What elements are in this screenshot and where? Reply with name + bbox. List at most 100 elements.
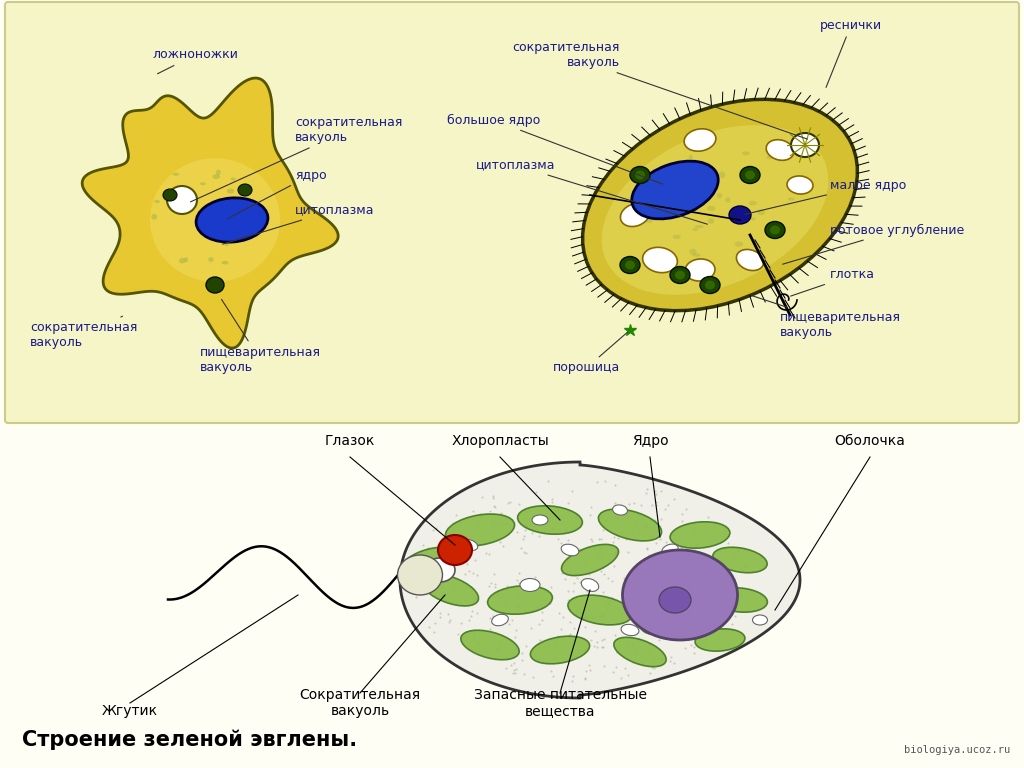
Text: Хлоропласты: Хлоропласты xyxy=(452,434,549,448)
Ellipse shape xyxy=(695,629,744,651)
Ellipse shape xyxy=(765,221,785,239)
Ellipse shape xyxy=(487,586,552,614)
Ellipse shape xyxy=(561,545,618,575)
Text: Оболочка: Оболочка xyxy=(835,434,905,448)
Ellipse shape xyxy=(155,200,160,204)
Ellipse shape xyxy=(462,540,478,551)
Ellipse shape xyxy=(791,133,819,157)
Ellipse shape xyxy=(689,191,697,197)
Ellipse shape xyxy=(219,230,226,233)
Ellipse shape xyxy=(659,587,691,613)
Ellipse shape xyxy=(532,515,548,525)
Ellipse shape xyxy=(561,545,579,556)
Ellipse shape xyxy=(196,198,268,242)
Ellipse shape xyxy=(204,218,209,223)
Ellipse shape xyxy=(787,176,813,194)
Ellipse shape xyxy=(530,636,590,664)
Ellipse shape xyxy=(397,555,442,595)
Text: глотка: глотка xyxy=(791,269,874,296)
Ellipse shape xyxy=(729,206,751,224)
Ellipse shape xyxy=(403,548,457,573)
Ellipse shape xyxy=(645,217,653,223)
Ellipse shape xyxy=(216,170,221,175)
Polygon shape xyxy=(82,78,338,348)
Ellipse shape xyxy=(622,624,639,636)
Ellipse shape xyxy=(719,171,725,178)
Ellipse shape xyxy=(173,173,179,176)
FancyBboxPatch shape xyxy=(5,2,1019,423)
Ellipse shape xyxy=(725,197,730,203)
Ellipse shape xyxy=(517,506,583,535)
Text: сократительная
вакуоль: сократительная вакуоль xyxy=(513,41,807,139)
Text: цитоплазма: цитоплазма xyxy=(475,158,708,224)
Ellipse shape xyxy=(422,574,478,606)
Ellipse shape xyxy=(492,614,508,626)
Ellipse shape xyxy=(689,155,693,161)
Ellipse shape xyxy=(709,186,713,193)
Ellipse shape xyxy=(208,257,214,262)
Ellipse shape xyxy=(243,209,248,213)
Ellipse shape xyxy=(690,207,696,214)
Text: порошица: порошица xyxy=(553,332,628,375)
Text: Жгутик: Жгутик xyxy=(102,704,158,718)
Ellipse shape xyxy=(670,266,690,283)
Ellipse shape xyxy=(713,548,767,573)
Ellipse shape xyxy=(787,197,795,200)
Ellipse shape xyxy=(696,179,703,182)
Text: Сократительная
вакуоль: Сократительная вакуоль xyxy=(299,688,421,718)
Ellipse shape xyxy=(630,167,650,184)
Ellipse shape xyxy=(568,595,632,625)
Ellipse shape xyxy=(625,260,635,270)
Ellipse shape xyxy=(152,214,158,220)
Text: ложноножки: ложноножки xyxy=(152,48,238,74)
Ellipse shape xyxy=(701,579,719,591)
Ellipse shape xyxy=(230,177,236,180)
Ellipse shape xyxy=(717,193,722,198)
Ellipse shape xyxy=(238,184,252,196)
Ellipse shape xyxy=(520,578,540,591)
Polygon shape xyxy=(400,462,800,698)
Text: цитоплазма: цитоплазма xyxy=(222,204,375,244)
Ellipse shape xyxy=(227,189,234,194)
Ellipse shape xyxy=(598,509,662,541)
Ellipse shape xyxy=(620,257,640,273)
Text: Глазок: Глазок xyxy=(325,434,375,448)
Ellipse shape xyxy=(602,125,828,295)
Ellipse shape xyxy=(184,257,188,263)
Ellipse shape xyxy=(445,514,515,546)
Ellipse shape xyxy=(623,550,737,640)
Ellipse shape xyxy=(221,261,228,264)
Text: малое ядро: малое ядро xyxy=(744,178,906,214)
Ellipse shape xyxy=(200,182,206,185)
Ellipse shape xyxy=(753,615,768,625)
Ellipse shape xyxy=(709,177,715,182)
Text: biologiya.ucoz.ru: biologiya.ucoz.ru xyxy=(904,745,1010,755)
Ellipse shape xyxy=(224,242,229,247)
Ellipse shape xyxy=(736,250,764,270)
Ellipse shape xyxy=(632,161,718,219)
Ellipse shape xyxy=(766,140,794,161)
Ellipse shape xyxy=(662,544,678,556)
Ellipse shape xyxy=(222,215,228,219)
Ellipse shape xyxy=(612,505,628,515)
Ellipse shape xyxy=(163,189,177,201)
Ellipse shape xyxy=(692,228,698,231)
Ellipse shape xyxy=(745,170,755,180)
Ellipse shape xyxy=(695,225,703,228)
Ellipse shape xyxy=(215,198,221,202)
Ellipse shape xyxy=(641,605,699,635)
Ellipse shape xyxy=(643,247,677,273)
Ellipse shape xyxy=(673,235,681,239)
Ellipse shape xyxy=(213,174,220,179)
Ellipse shape xyxy=(700,276,720,293)
Ellipse shape xyxy=(685,259,715,281)
Ellipse shape xyxy=(635,170,645,180)
Text: Строение зеленой эвглены.: Строение зеленой эвглены. xyxy=(22,730,357,750)
Ellipse shape xyxy=(582,578,599,591)
Text: Ядро: Ядро xyxy=(632,434,669,448)
Ellipse shape xyxy=(692,253,700,257)
Ellipse shape xyxy=(767,155,773,159)
Ellipse shape xyxy=(770,226,780,234)
Ellipse shape xyxy=(684,129,716,151)
Text: Запасные питательные
вещества: Запасные питательные вещества xyxy=(473,688,646,718)
